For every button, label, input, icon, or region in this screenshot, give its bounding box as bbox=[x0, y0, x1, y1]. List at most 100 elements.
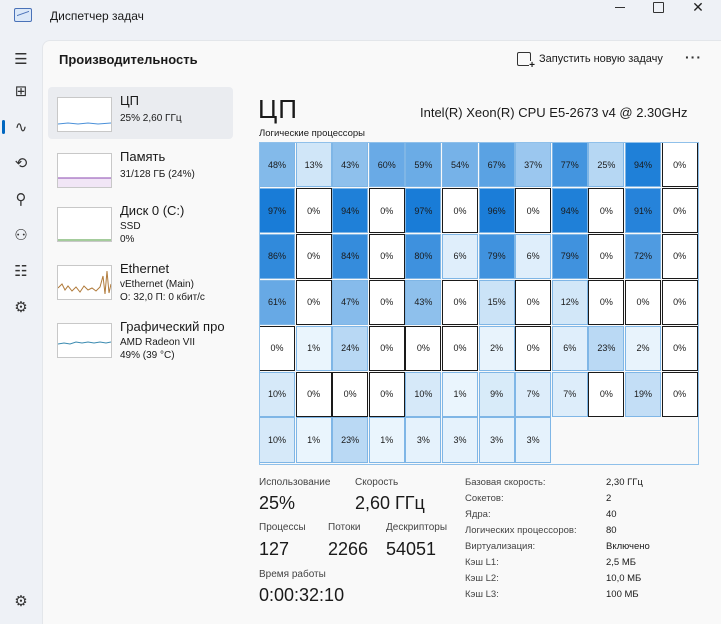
memory-thumbnail-graph bbox=[57, 153, 112, 188]
logical-processor-cell: 67% bbox=[478, 142, 515, 188]
processes-value: 127 bbox=[259, 539, 290, 559]
logical-processor-cell: 0% bbox=[515, 187, 552, 234]
logical-processor-cell: 6% bbox=[551, 325, 588, 371]
logical-processor-cell: 24% bbox=[332, 325, 369, 371]
speed-label: Скорость bbox=[355, 477, 399, 488]
logical-processor-cell: 0% bbox=[515, 325, 552, 371]
logical-processor-cell: 47% bbox=[332, 279, 369, 325]
menu-icon[interactable]: ☰ bbox=[14, 51, 28, 68]
performance-icon[interactable]: ∿ bbox=[2, 112, 36, 142]
run-new-task-button[interactable]: Запустить новую задачу bbox=[517, 49, 663, 71]
startup-apps-icon[interactable]: ⚲ bbox=[15, 191, 27, 208]
logical-processor-cell: 0% bbox=[368, 233, 405, 280]
device-detail: 31/128 ГБ (24%) bbox=[120, 169, 195, 180]
logical-processor-cell: 0% bbox=[661, 187, 698, 234]
logical-processor-cell: 97% bbox=[259, 187, 295, 234]
logical-processor-cell: 6% bbox=[515, 233, 552, 280]
close-button[interactable]: ✕ bbox=[692, 0, 704, 15]
logical-processor-cell: 96% bbox=[478, 187, 515, 234]
spec-label: Логических процессоров: bbox=[465, 525, 577, 536]
device-cpu[interactable]: ЦП 25% 2,60 ГГц bbox=[48, 87, 233, 139]
logical-processor-cell: 0% bbox=[259, 325, 295, 371]
device-memory[interactable]: Память 31/128 ГБ (24%) bbox=[48, 143, 233, 195]
logical-processor-cell: 48% bbox=[259, 142, 295, 188]
logical-processor-cell: 97% bbox=[405, 187, 442, 234]
logical-processor-cell: 0% bbox=[295, 371, 332, 417]
logical-processor-cell: 0% bbox=[588, 279, 625, 325]
logical-processor-cell: 0% bbox=[442, 325, 478, 371]
logical-processors-grid: 48% 13% 43% 60% 59% 54% 67% 37% 77% 25% 94% 0% 97% 0%… bbox=[259, 142, 699, 465]
logical-processor-cell: 2% bbox=[625, 325, 661, 371]
logical-processor-cell: 0% bbox=[661, 371, 698, 417]
logical-processor-cell: 0% bbox=[661, 279, 698, 325]
spec-value: 100 МБ bbox=[606, 589, 639, 600]
device-name: Память bbox=[120, 149, 166, 164]
processes-icon[interactable]: ⊞ bbox=[14, 83, 28, 100]
logical-processor-cell: 0% bbox=[588, 187, 625, 234]
logical-processor-cell: 0% bbox=[625, 279, 661, 325]
device-name: Графический про bbox=[120, 319, 225, 334]
spec-label: Кэш L1: bbox=[465, 557, 499, 568]
logical-processor-cell: 0% bbox=[295, 233, 332, 280]
logical-processor-cell: 3% bbox=[515, 417, 552, 463]
logical-processor-cell: 19% bbox=[625, 371, 661, 417]
more-options-button[interactable]: ··· bbox=[685, 49, 702, 65]
spec-value: Включено bbox=[606, 541, 650, 552]
device-detail-2: О: 32,0 П: 0 кбит/с bbox=[120, 292, 205, 303]
logical-processor-cell: 94% bbox=[551, 187, 588, 234]
task-manager-icon bbox=[14, 8, 32, 22]
logical-processor-cell: 0% bbox=[368, 279, 405, 325]
logical-processor-cell: 2% bbox=[478, 325, 515, 371]
logical-processor-cell: 0% bbox=[515, 279, 552, 325]
details-icon[interactable]: ☷ bbox=[14, 263, 28, 280]
logical-processor-cell: 79% bbox=[551, 233, 588, 280]
device-name: ЦП bbox=[120, 93, 139, 108]
logical-processor-cell: 23% bbox=[588, 325, 625, 371]
device-disk[interactable]: Диск 0 (C:) SSD 0% bbox=[48, 197, 233, 249]
uptime-label: Время работы bbox=[259, 569, 326, 580]
cpu-heading: ЦП bbox=[258, 94, 298, 124]
run-new-task-label: Запустить новую задачу bbox=[539, 53, 663, 65]
app-history-icon[interactable]: ⟲ bbox=[14, 155, 28, 172]
spec-label: Кэш L3: bbox=[465, 589, 499, 600]
spec-label: Ядра: bbox=[465, 509, 491, 520]
spec-value: 40 bbox=[606, 509, 617, 520]
usage-value: 25% bbox=[259, 493, 296, 513]
services-icon[interactable]: ⚙ bbox=[14, 299, 28, 316]
logical-processor-cell: 43% bbox=[405, 279, 442, 325]
logical-processor-cell: 94% bbox=[625, 142, 661, 188]
device-detail: vEthernet (Main) bbox=[120, 279, 194, 290]
logical-processor-cell: 0% bbox=[405, 325, 442, 371]
logical-processor-cell: 1% bbox=[442, 371, 478, 417]
uptime-value: 0:00:32:10 bbox=[259, 585, 345, 605]
logical-processor-cell: 37% bbox=[515, 142, 552, 188]
spec-label: Виртуализация: bbox=[465, 541, 536, 552]
logical-processor-cell: 86% bbox=[259, 233, 295, 280]
device-ethernet[interactable]: Ethernet vEthernet (Main) О: 32,0 П: 0 к… bbox=[48, 255, 233, 307]
minimize-button[interactable] bbox=[600, 0, 640, 30]
gpu-thumbnail-graph bbox=[57, 323, 112, 358]
logical-processor-cell: 77% bbox=[551, 142, 588, 188]
device-name: Диск 0 (C:) bbox=[120, 203, 185, 218]
logical-processor-cell: 91% bbox=[625, 187, 661, 234]
logical-processor-cell: 0% bbox=[588, 371, 625, 417]
settings-icon[interactable]: ⚙ bbox=[14, 593, 28, 610]
device-detail: 25% 2,60 ГГц bbox=[120, 113, 182, 124]
logical-processor-cell: 0% bbox=[295, 279, 332, 325]
title-bar: Диспетчер задач ✕ bbox=[0, 0, 721, 32]
maximize-button[interactable] bbox=[638, 0, 678, 30]
logical-processor-cell: 10% bbox=[259, 417, 295, 463]
spec-value: 80 bbox=[606, 525, 617, 536]
logical-processor-cell: 0% bbox=[368, 371, 405, 417]
logical-processor-cell: 7% bbox=[515, 371, 552, 417]
logical-processor-cell: 0% bbox=[661, 233, 698, 280]
device-name: Ethernet bbox=[120, 261, 170, 276]
new-task-icon bbox=[517, 52, 535, 71]
logical-processor-cell: 0% bbox=[661, 325, 698, 371]
users-icon[interactable]: ⚇ bbox=[14, 227, 28, 244]
speed-value: 2,60 ГГц bbox=[355, 493, 425, 513]
handles-label: Дескрипторы bbox=[386, 522, 448, 533]
device-gpu[interactable]: Графический про AMD Radeon VII 49% (39 °… bbox=[48, 313, 233, 365]
logical-processor-cell: 79% bbox=[478, 233, 515, 280]
logical-processors-label: Логические процессоры bbox=[259, 128, 365, 139]
